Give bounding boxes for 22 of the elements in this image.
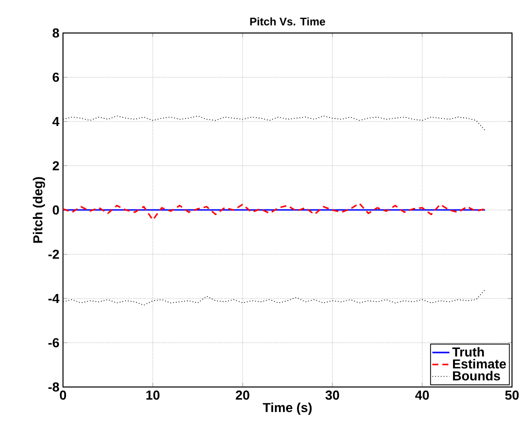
legend-label: Truth bbox=[452, 347, 484, 357]
x-tick-label: 0 bbox=[60, 390, 66, 400]
x-axis-title: Time (s) bbox=[262, 402, 312, 415]
y-tick-label: -6 bbox=[48, 338, 59, 348]
x-tick-label: 40 bbox=[415, 390, 429, 400]
y-axis-title: Pitch (deg) bbox=[32, 177, 46, 243]
x-tick-label: 10 bbox=[146, 390, 160, 400]
legend-label: Bounds bbox=[453, 370, 500, 380]
y-tick-label: 8 bbox=[52, 28, 60, 38]
x-tick-label: 30 bbox=[325, 390, 340, 400]
line-series bbox=[63, 202, 486, 221]
x-tick-label: 50 bbox=[505, 390, 519, 400]
y-tick-label: 2 bbox=[52, 161, 59, 170]
y-tick-label: 0 bbox=[52, 205, 59, 215]
y-tick-label: 6 bbox=[52, 72, 59, 82]
y-tick-label: -4 bbox=[48, 294, 60, 303]
y-tick-label: 4 bbox=[52, 117, 60, 126]
legend-label: Estimate bbox=[453, 358, 506, 369]
y-tick-label: -8 bbox=[48, 382, 60, 392]
y-tick-label: -2 bbox=[48, 250, 59, 259]
x-tick-label: 20 bbox=[236, 390, 250, 400]
chart-title: Pitch Vs. Time bbox=[250, 17, 326, 26]
